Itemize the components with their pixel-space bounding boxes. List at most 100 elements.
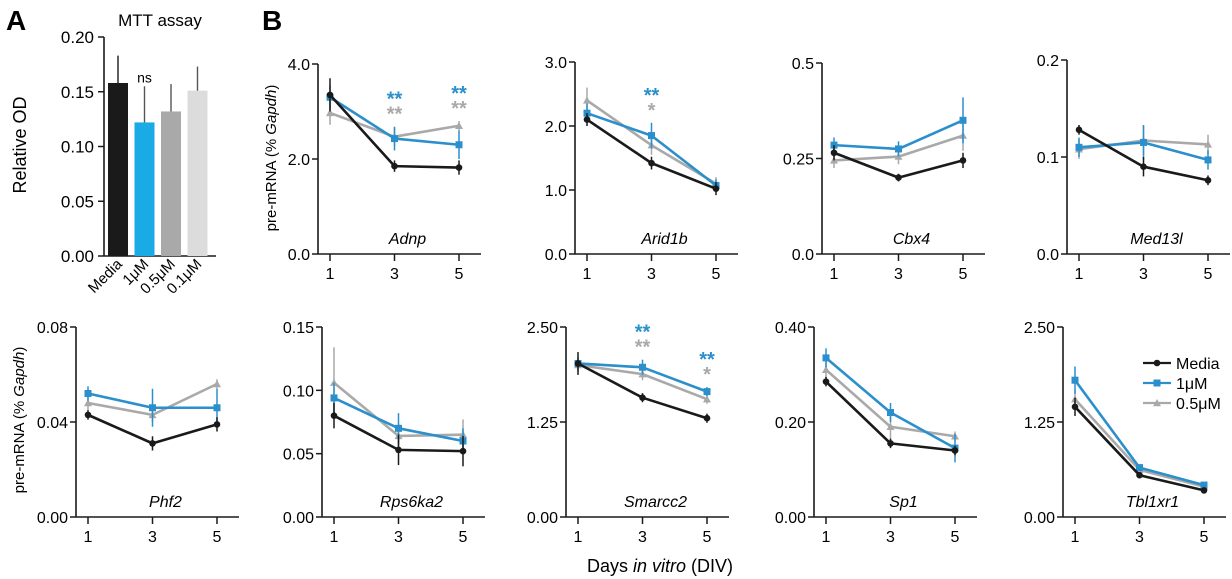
data-point <box>648 159 655 167</box>
bar <box>134 122 155 256</box>
y-tick-label: 0.0 <box>792 247 814 264</box>
y-tick-label: 4.0 <box>288 57 310 74</box>
data-point <box>455 141 463 149</box>
gene-label: Phf2 <box>149 494 182 511</box>
data-point <box>639 394 646 401</box>
data-point <box>959 157 967 164</box>
x-tick-label: 3 <box>638 529 647 546</box>
data-point <box>213 404 221 412</box>
data-point <box>213 421 221 428</box>
data-point <box>712 185 720 193</box>
x-tick-label: 5 <box>703 529 712 546</box>
gene-label: Sp1 <box>889 494 917 511</box>
x-tick-label: 5 <box>959 266 968 283</box>
x-tick-label: 3 <box>647 266 656 283</box>
gene-label: Smarcc2 <box>624 494 687 511</box>
data-point <box>84 399 92 407</box>
x-tick-label: 5 <box>712 266 721 283</box>
y-tick-label: 0.40 <box>775 320 806 337</box>
mtt-title: MTT assay <box>118 11 202 30</box>
legend-marker <box>1153 399 1161 407</box>
gene-label: Rps6ka2 <box>380 494 443 511</box>
data-point <box>149 404 156 412</box>
x-tick-label: 3 <box>390 266 399 283</box>
x-tick-label: 5 <box>213 529 222 546</box>
data-point <box>703 388 711 396</box>
x-tick-label: 1 <box>574 529 583 546</box>
y-tick-label: 0.10 <box>283 383 314 400</box>
line-chart-sp1: 0.00 0.20 0.40 1 3 5 Sp1 <box>775 320 977 546</box>
legend-marker <box>1153 379 1161 387</box>
ylabel-top: pre-mRNA (% Gapdh) <box>263 85 280 232</box>
legend-label: Media <box>1176 356 1220 373</box>
y-tick-label: 0.0 <box>1037 247 1059 264</box>
y-tick-label: 0.15 <box>283 320 314 337</box>
y-tick-label: 0.20 <box>61 28 94 47</box>
bar <box>108 82 128 257</box>
data-point <box>703 414 711 422</box>
data-point <box>1204 140 1212 148</box>
data-point <box>1140 138 1147 146</box>
x-tick-label: 5 <box>1204 266 1213 283</box>
data-point <box>1136 464 1143 472</box>
data-point <box>830 149 838 157</box>
significance-stars-gray: ** <box>387 104 403 126</box>
y-tick-label: 0.00 <box>775 510 806 527</box>
data-point <box>330 378 338 386</box>
data-point <box>583 116 591 123</box>
data-point <box>895 145 902 153</box>
data-point <box>822 365 830 373</box>
bar <box>187 90 208 256</box>
data-point <box>822 354 830 362</box>
y-tick-label: 0.20 <box>775 415 806 432</box>
data-point <box>1204 176 1212 184</box>
y-tick-label: 0.5 <box>792 56 814 73</box>
data-point <box>330 412 338 419</box>
data-point <box>1204 156 1212 164</box>
significance-stars-blue: ** <box>387 89 403 111</box>
data-point <box>149 440 156 447</box>
legend-marker <box>1153 359 1161 367</box>
data-point <box>330 394 338 402</box>
y-tick-label: 0.05 <box>61 192 94 211</box>
data-point <box>391 162 398 170</box>
x-tick-label: 1 <box>1071 529 1080 546</box>
x-tick-label: 1 <box>822 529 831 546</box>
significance-stars-blue: ** <box>644 85 660 107</box>
data-point <box>395 446 402 454</box>
significance-stars-blue: ** <box>635 322 651 344</box>
data-point <box>886 422 895 430</box>
gene-label: Med13l <box>1130 231 1183 248</box>
significance-stars-blue: ** <box>451 83 467 105</box>
y-tick-label: 2.50 <box>527 320 558 337</box>
line-chart-phf2: 0.00 0.04 0.08 1 3 5 Phf2 <box>37 320 239 546</box>
data-point <box>648 132 655 140</box>
data-point <box>84 390 92 397</box>
shared-xlabel: Days in vitro (DIV) <box>587 556 733 576</box>
y-tick-label: 1.25 <box>527 415 558 432</box>
data-point <box>887 409 894 416</box>
gene-label: Adnp <box>388 231 426 248</box>
data-point <box>583 96 591 104</box>
y-tick-label: 2.0 <box>288 152 310 169</box>
x-tick-label: 5 <box>1200 529 1209 546</box>
data-point <box>887 440 894 447</box>
legend: Media 1μM 0.5μM <box>1143 356 1221 413</box>
y-tick-label: 2.0 <box>545 119 567 136</box>
data-point <box>84 411 92 419</box>
gene-label: Tbl1xr1 <box>1126 494 1179 511</box>
data-point <box>1140 163 1147 170</box>
y-tick-label: 0.25 <box>783 152 814 169</box>
data-point <box>895 174 902 181</box>
y-tick-label: 0.00 <box>61 247 94 266</box>
y-tick-label: 1.0 <box>545 183 567 200</box>
gene-label: Arid1b <box>640 231 687 248</box>
data-point <box>395 424 402 432</box>
x-tick-label: 1 <box>583 266 592 283</box>
data-point <box>1075 126 1083 134</box>
y-tick-label: 0.00 <box>527 510 558 527</box>
x-tick-label: 1 <box>330 529 339 546</box>
y-tick-label: 1.25 <box>1024 415 1055 432</box>
